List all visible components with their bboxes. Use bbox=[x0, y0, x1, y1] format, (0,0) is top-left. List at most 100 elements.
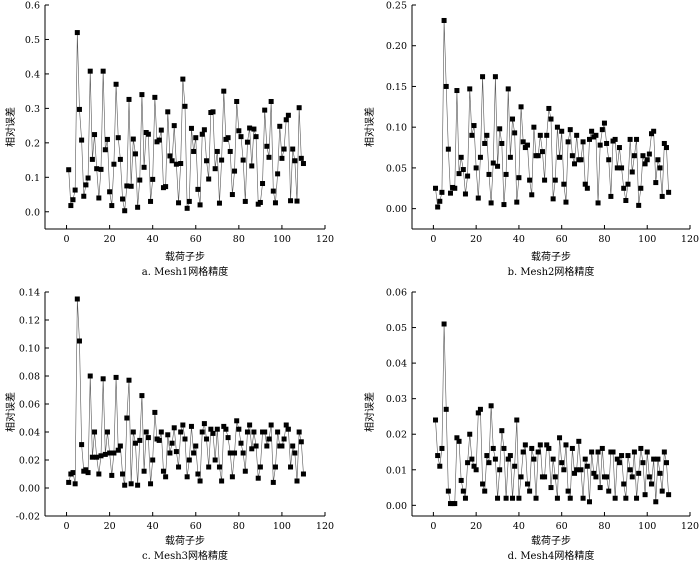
data-point bbox=[292, 450, 298, 456]
x-tick-label: 40 bbox=[513, 234, 525, 245]
data-point bbox=[574, 467, 580, 473]
data-point bbox=[610, 449, 616, 455]
data-point bbox=[542, 177, 548, 183]
data-point bbox=[659, 193, 665, 199]
data-point bbox=[565, 488, 571, 494]
data-point bbox=[499, 428, 505, 434]
data-point bbox=[277, 123, 283, 129]
data-point bbox=[614, 456, 620, 462]
y-tick-label: 0.14 bbox=[19, 288, 40, 299]
x-tick-label: 20 bbox=[470, 234, 482, 245]
data-point bbox=[567, 127, 573, 133]
data-point bbox=[646, 474, 652, 480]
data-point bbox=[148, 481, 154, 487]
data-point bbox=[653, 180, 659, 186]
data-point bbox=[176, 200, 182, 206]
data-point bbox=[221, 88, 227, 94]
data-point bbox=[584, 463, 590, 469]
data-point bbox=[132, 151, 138, 157]
data-point bbox=[467, 86, 473, 92]
data-point bbox=[288, 198, 294, 204]
data-point bbox=[225, 435, 231, 441]
panel-caption: c. Mesh3网格精度 bbox=[142, 549, 228, 562]
y-tick-label: 0.04 bbox=[19, 428, 40, 439]
data-point bbox=[460, 167, 466, 173]
data-point bbox=[197, 202, 203, 208]
y-axis-label: 相对误差 bbox=[363, 392, 376, 432]
x-axis-label: 载荷子步 bbox=[165, 535, 205, 547]
x-tick-label: 120 bbox=[681, 234, 699, 245]
x-tick-label: 80 bbox=[598, 521, 610, 532]
data-point bbox=[294, 478, 300, 484]
data-point bbox=[456, 438, 462, 444]
data-point bbox=[437, 198, 443, 204]
data-point bbox=[477, 406, 483, 412]
data-point bbox=[216, 464, 222, 470]
data-point bbox=[296, 105, 302, 111]
data-point bbox=[204, 158, 210, 164]
data-point bbox=[623, 495, 629, 501]
data-point bbox=[76, 338, 82, 344]
data-point bbox=[195, 186, 201, 192]
x-tick-label: 60 bbox=[190, 521, 202, 532]
data-point bbox=[548, 485, 554, 491]
data-point bbox=[255, 475, 261, 481]
y-tick-label: 0.00 bbox=[19, 484, 40, 495]
y-tick-label: 0.0 bbox=[25, 207, 40, 218]
data-point bbox=[232, 168, 238, 174]
data-point bbox=[290, 146, 296, 152]
data-point bbox=[240, 157, 246, 163]
data-point bbox=[589, 128, 595, 134]
data-point bbox=[167, 153, 173, 159]
data-point bbox=[473, 165, 479, 171]
data-point bbox=[535, 449, 541, 455]
data-point bbox=[79, 137, 85, 143]
data-point bbox=[216, 200, 222, 206]
x-tick-label: 80 bbox=[233, 521, 245, 532]
data-point bbox=[601, 120, 607, 126]
data-point bbox=[640, 460, 646, 466]
data-point bbox=[627, 136, 633, 142]
data-point bbox=[651, 128, 657, 134]
data-point bbox=[107, 450, 113, 456]
data-point bbox=[152, 94, 158, 100]
data-point bbox=[96, 471, 102, 477]
data-point bbox=[178, 161, 184, 167]
data-point bbox=[272, 200, 278, 206]
data-point bbox=[631, 153, 637, 159]
data-point bbox=[98, 453, 104, 459]
data-point bbox=[247, 125, 253, 131]
x-axis-label: 载荷子步 bbox=[531, 251, 571, 263]
series-line bbox=[435, 20, 669, 208]
y-tick-label: 0.05 bbox=[386, 323, 407, 334]
data-point bbox=[76, 106, 82, 112]
x-tick-label: 100 bbox=[638, 521, 656, 532]
data-point bbox=[604, 474, 610, 480]
data-point bbox=[576, 438, 582, 444]
data-point bbox=[169, 440, 175, 446]
x-tick-label: 100 bbox=[273, 521, 291, 532]
data-point bbox=[223, 426, 229, 432]
data-point bbox=[582, 456, 588, 462]
y-tick-label: 0.1 bbox=[25, 173, 40, 184]
y-tick-label: 0.06 bbox=[19, 400, 40, 411]
data-point bbox=[74, 30, 80, 36]
x-tick-label: 20 bbox=[470, 521, 482, 532]
data-point bbox=[264, 443, 270, 449]
data-point bbox=[238, 134, 244, 140]
data-point bbox=[612, 495, 618, 501]
data-point bbox=[113, 81, 119, 87]
data-point bbox=[488, 403, 494, 409]
data-point bbox=[132, 440, 138, 446]
data-point bbox=[593, 132, 599, 138]
data-point bbox=[482, 488, 488, 494]
data-point bbox=[139, 393, 145, 399]
data-point bbox=[186, 198, 192, 204]
data-point bbox=[244, 139, 250, 145]
data-point bbox=[268, 98, 274, 104]
data-point bbox=[247, 422, 253, 428]
data-point bbox=[467, 431, 473, 437]
data-point bbox=[544, 442, 550, 448]
y-tick-label: 0.4 bbox=[25, 69, 40, 80]
data-point bbox=[137, 177, 143, 183]
